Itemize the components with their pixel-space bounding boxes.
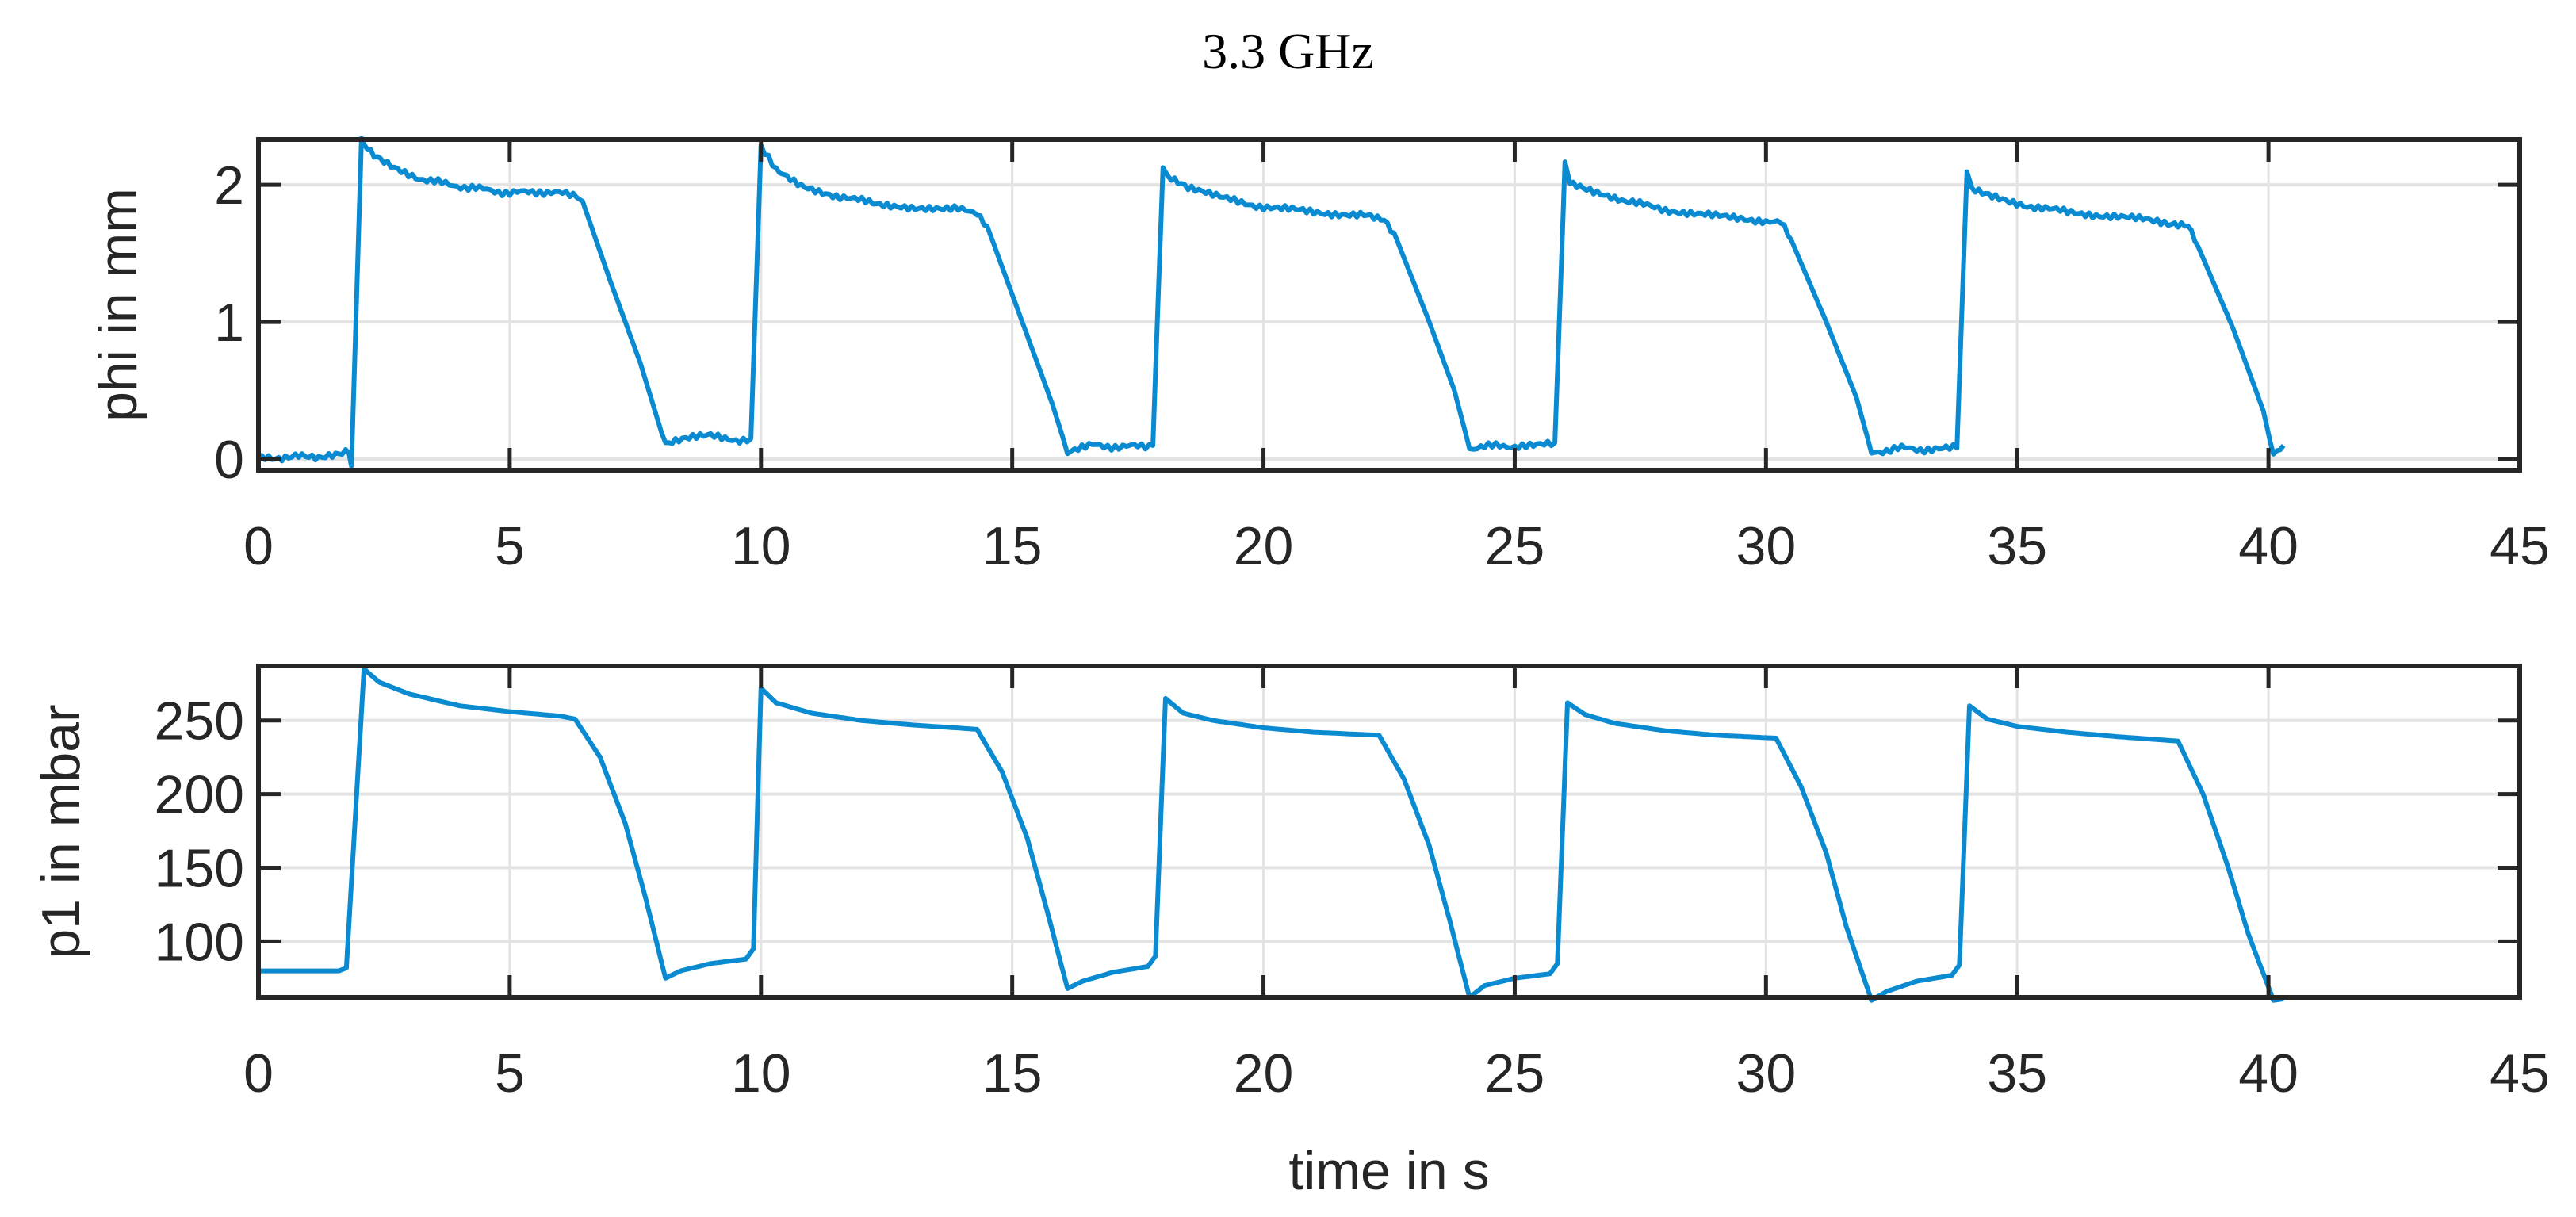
y-tick-label: 150: [155, 839, 244, 899]
x-tick-label: 35: [1987, 1043, 2047, 1104]
y-tick-label: 2: [214, 155, 244, 216]
y-axis-label: phi in mm: [88, 188, 148, 422]
x-tick-label: 25: [1485, 1043, 1545, 1104]
phi-subplot: 0 5 10 15 20 25 30 35 40 45 0 1 2 phi in mm: [88, 136, 2550, 576]
x-tick-label: 0: [243, 516, 274, 576]
figure-title: 3.3 GHz: [1202, 23, 1374, 79]
x-axis-label: time in s: [1288, 1141, 1489, 1201]
x-tick-label: 15: [982, 516, 1043, 576]
x-tick-label: 5: [495, 1043, 525, 1104]
x-tick-label: 35: [1987, 516, 2047, 576]
y-axis-label: p1 in mbar: [31, 704, 91, 959]
x-tick-label: 45: [2490, 1043, 2550, 1104]
p1-line: [258, 666, 2284, 1003]
y-tick-label: 1: [214, 293, 244, 353]
axes-box: [256, 664, 2522, 1000]
x-tick-label: 30: [1736, 1043, 1797, 1104]
x-tick-label: 20: [1234, 1043, 1294, 1104]
x-tick-label: 40: [2238, 516, 2298, 576]
phi-line: [258, 136, 2286, 469]
x-tick-label: 40: [2238, 1043, 2298, 1104]
x-tick-label: 15: [982, 1043, 1043, 1104]
axes-box: [256, 137, 2522, 473]
x-tick-label: 0: [243, 1043, 274, 1104]
x-tick-label: 5: [495, 516, 525, 576]
x-tick-label: 45: [2490, 516, 2550, 576]
plot-area: [258, 666, 2520, 997]
x-tick-label: 30: [1736, 516, 1797, 576]
y-tick-label: 100: [155, 912, 244, 972]
x-tick-label: 10: [731, 516, 791, 576]
x-tick-label: 10: [731, 1043, 791, 1104]
x-tick-label: 20: [1234, 516, 1294, 576]
x-tick-label: 25: [1485, 516, 1545, 576]
y-tick-label: 250: [155, 691, 244, 752]
y-tick-label: 0: [214, 430, 244, 490]
y-tick-label: 200: [155, 765, 244, 825]
p1-subplot: 0 5 10 15 20 25 30 35 40 45 100 150 200 250 p1 in mbar…: [31, 664, 2550, 1201]
plot-area: [258, 140, 2520, 470]
